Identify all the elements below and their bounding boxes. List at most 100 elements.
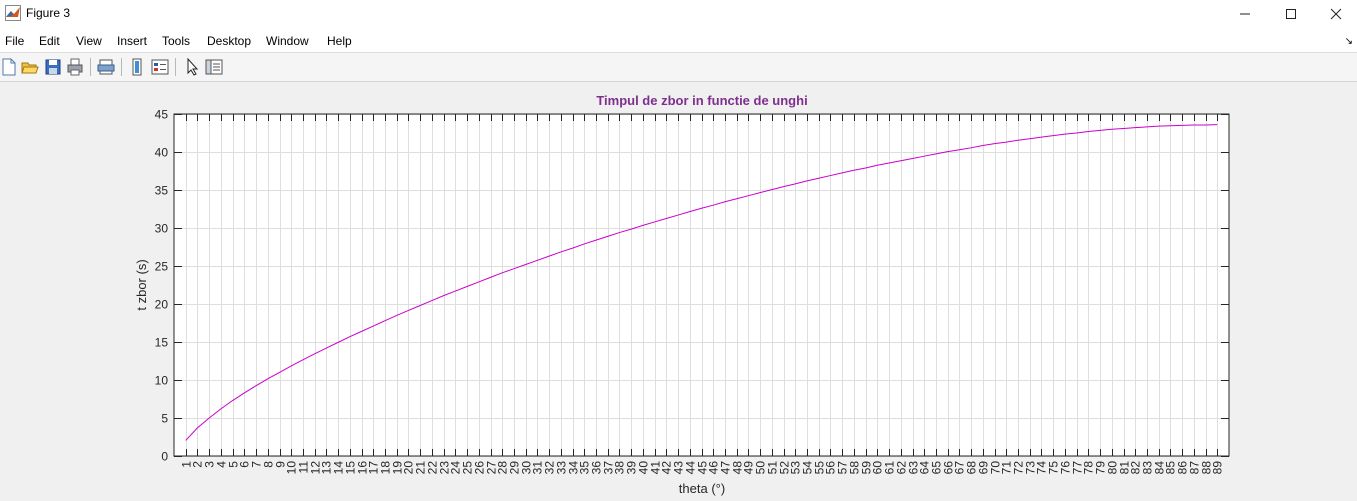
x-tick-label: 78	[1082, 461, 1096, 475]
x-tick-label: 24	[449, 461, 463, 475]
x-tick-label: 56	[824, 461, 838, 475]
minimize-button[interactable]	[1222, 0, 1268, 28]
x-tick-label: 66	[942, 461, 956, 475]
x-tick-label: 42	[660, 461, 674, 475]
legend-icon[interactable]	[151, 58, 169, 76]
x-tick-label: 2	[191, 461, 205, 468]
x-tick-label: 32	[543, 461, 557, 475]
toolbar-separator	[90, 58, 91, 76]
y-tick-labels: 0 5 10 15 20 25 30 35 40 45	[155, 108, 169, 464]
x-tick-labels: 1234567891011121314151617181920212223242…	[180, 461, 1225, 475]
x-tick-label: 28	[496, 461, 510, 475]
pointer-icon[interactable]	[183, 58, 201, 76]
save-icon[interactable]	[44, 58, 62, 76]
x-tick-label: 36	[590, 461, 604, 475]
x-tick-label: 41	[649, 461, 663, 475]
x-tick-label: 81	[1118, 461, 1132, 475]
menu-edit[interactable]: Edit	[39, 34, 60, 48]
x-tick-label: 49	[742, 461, 756, 475]
x-tick-label: 59	[860, 461, 874, 475]
x-tick-label: 79	[1094, 461, 1108, 475]
new-figure-icon[interactable]	[0, 58, 18, 76]
menu-file[interactable]: File	[5, 34, 25, 48]
axes-background	[174, 114, 1229, 456]
close-icon	[1330, 8, 1342, 20]
y-tick-label: 40	[155, 146, 169, 160]
title-bar: Figure 3	[0, 0, 1357, 28]
y-axis-label: t zbor (s)	[134, 259, 149, 310]
toolbar-separator	[121, 58, 122, 76]
dock-arrow-icon[interactable]: ↘	[1344, 36, 1353, 47]
plot-canvas[interactable]: Timpul de zbor in functie de unghi 12345…	[0, 81, 1357, 501]
x-tick-label: 21	[414, 461, 428, 475]
figure-toolbar	[0, 52, 1357, 82]
x-tick-label: 14	[332, 461, 346, 475]
x-tick-label: 45	[696, 461, 710, 475]
x-tick-label: 46	[707, 461, 721, 475]
x-tick-label: 4	[215, 461, 229, 468]
x-tick-label: 69	[977, 461, 991, 475]
x-tick-label: 84	[1153, 461, 1167, 475]
x-tick-label: 18	[379, 461, 393, 475]
x-tick-label: 85	[1164, 461, 1178, 475]
x-tick-label: 8	[262, 461, 276, 468]
print-preview-icon[interactable]	[97, 58, 115, 76]
property-editor-icon[interactable]	[205, 58, 223, 76]
x-tick-label: 53	[789, 461, 803, 475]
x-tick-label: 25	[461, 461, 475, 475]
x-tick-label: 58	[848, 461, 862, 475]
x-tick-label: 26	[473, 461, 487, 475]
x-tick-label: 29	[508, 461, 522, 475]
x-tick-label: 77	[1071, 461, 1085, 475]
y-tick-label: 10	[155, 374, 169, 388]
x-tick-label: 17	[367, 461, 381, 475]
x-tick-label: 87	[1188, 461, 1202, 475]
menu-tools[interactable]: Tools	[162, 34, 191, 48]
x-tick-label: 67	[953, 461, 967, 475]
x-tick-label: 68	[965, 461, 979, 475]
x-tick-label: 60	[871, 461, 885, 475]
x-tick-label: 22	[426, 461, 440, 475]
x-tick-label: 23	[438, 461, 452, 475]
x-tick-label: 70	[989, 461, 1003, 475]
x-tick-label: 44	[684, 461, 698, 475]
x-tick-label: 33	[555, 461, 569, 475]
x-tick-label: 27	[485, 461, 499, 475]
x-tick-label: 88	[1200, 461, 1214, 475]
x-tick-label: 5	[227, 461, 241, 468]
menu-window[interactable]: Window	[266, 34, 309, 48]
menu-desktop[interactable]: Desktop	[207, 34, 252, 48]
x-tick-label: 57	[836, 461, 850, 475]
menu-insert[interactable]: Insert	[117, 34, 148, 48]
open-file-icon[interactable]	[21, 58, 39, 76]
y-tick-label: 25	[155, 260, 169, 274]
colorbar-icon[interactable]	[128, 58, 146, 76]
x-tick-label: 15	[344, 461, 358, 475]
maximize-button[interactable]	[1268, 0, 1314, 28]
minimize-icon	[1240, 13, 1250, 15]
x-tick-label: 7	[250, 461, 264, 468]
x-tick-label: 38	[613, 461, 627, 475]
y-tick-label: 0	[161, 450, 168, 464]
x-tick-label: 11	[297, 461, 311, 474]
x-tick-label: 39	[625, 461, 639, 475]
x-tick-label: 75	[1047, 461, 1061, 475]
menu-help[interactable]: Help	[327, 34, 352, 48]
x-tick-label: 20	[402, 461, 416, 475]
x-tick-label: 73	[1024, 461, 1038, 475]
chart-title: Timpul de zbor in functie de unghi	[596, 93, 807, 108]
x-tick-label: 65	[930, 461, 944, 475]
y-tick-label: 35	[155, 184, 169, 198]
toolbar-separator	[175, 58, 176, 76]
x-axis-label: theta (°)	[679, 481, 725, 496]
x-tick-label: 83	[1141, 461, 1155, 475]
x-tick-label: 89	[1211, 461, 1225, 475]
x-tick-label: 3	[203, 461, 217, 468]
x-tick-label: 13	[320, 461, 334, 475]
x-tick-label: 35	[578, 461, 592, 475]
menu-view[interactable]: View	[76, 34, 102, 48]
x-tick-label: 48	[731, 461, 745, 475]
x-tick-label: 10	[285, 461, 299, 475]
close-button[interactable]	[1313, 0, 1357, 28]
print-icon[interactable]	[66, 58, 84, 76]
